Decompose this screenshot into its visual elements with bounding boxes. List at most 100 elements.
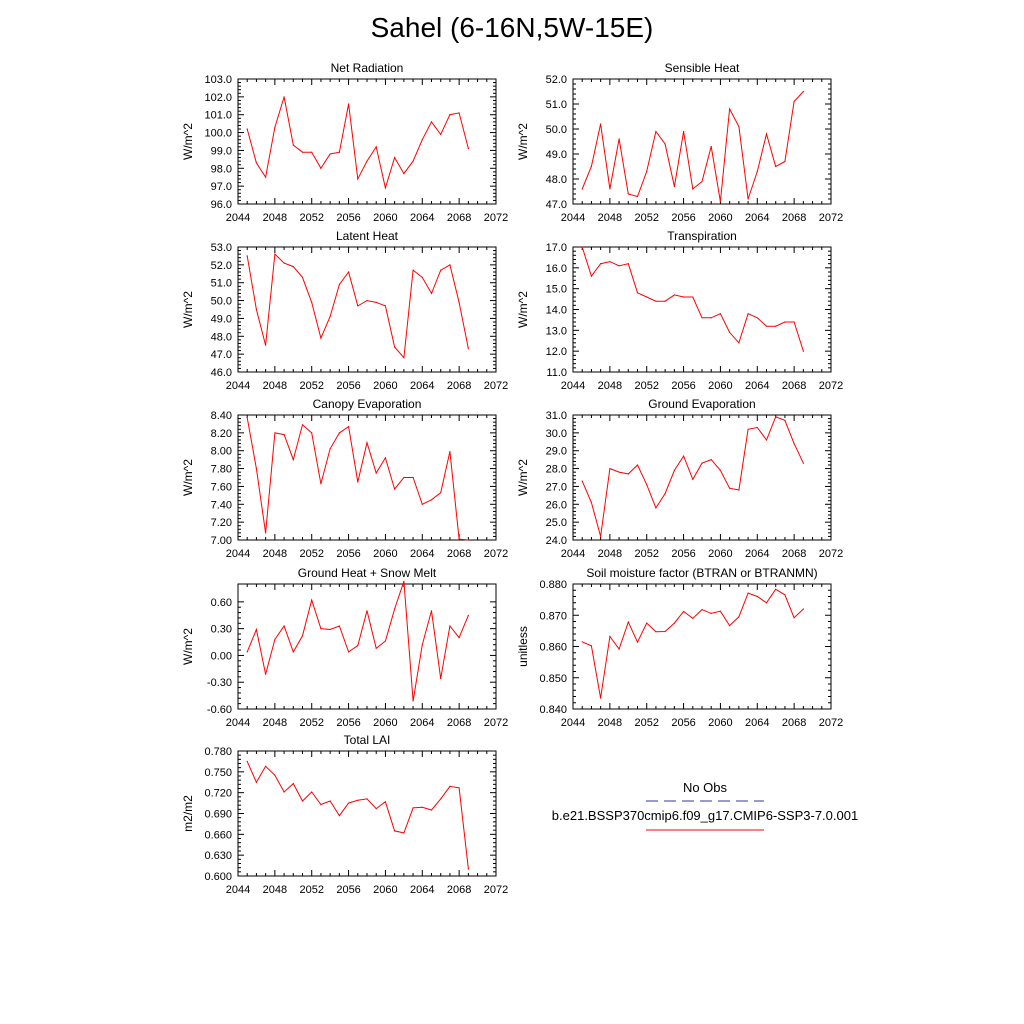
- y-tick-label: 51.0: [211, 278, 232, 290]
- data-point: [802, 350, 805, 352]
- y-axis-label: W/m^2: [181, 459, 195, 496]
- x-tick-label: 2064: [410, 717, 434, 729]
- panel-title: Ground Evaporation: [648, 397, 755, 411]
- data-point: [430, 809, 433, 811]
- x-tick-label: 2064: [745, 380, 769, 392]
- y-tick-label: 0.880: [539, 579, 567, 591]
- y-tick-label: 51.0: [546, 99, 567, 111]
- y-tick-label: 50.0: [546, 124, 567, 136]
- data-point: [701, 462, 703, 464]
- data-point: [609, 635, 611, 638]
- data-point: [394, 488, 396, 490]
- x-tick-label: 2068: [782, 212, 806, 224]
- data-point: [765, 133, 768, 135]
- x-tick-label: 2064: [745, 717, 769, 729]
- data-point: [311, 599, 313, 601]
- x-tick-label: 2068: [447, 548, 471, 560]
- y-tick-label: 7.20: [211, 517, 232, 529]
- series-line: [581, 588, 804, 699]
- data-point: [590, 275, 593, 277]
- data-point: [366, 160, 368, 162]
- data-point: [394, 830, 396, 832]
- y-tick-label: 7.80: [211, 464, 232, 476]
- data-point: [655, 300, 657, 302]
- data-point: [348, 271, 350, 273]
- data-point: [265, 673, 267, 675]
- y-tick-label: 31.0: [546, 410, 567, 422]
- y-tick-label: 53.0: [211, 242, 232, 254]
- data-point: [581, 188, 583, 190]
- x-tick-label: 2052: [299, 212, 323, 224]
- data-point: [403, 476, 405, 479]
- plot-frame: [572, 78, 832, 205]
- x-tick-label: 2048: [263, 884, 287, 896]
- panel-title: Canopy Evaporation: [313, 397, 422, 411]
- data-point: [348, 802, 350, 804]
- data-point: [664, 143, 666, 145]
- data-point: [320, 628, 322, 630]
- x-tick-label: 2072: [484, 212, 508, 224]
- data-point: [775, 416, 777, 418]
- data-point: [338, 283, 340, 286]
- data-point: [311, 301, 313, 303]
- y-tick-label: -0.30: [207, 677, 232, 689]
- x-tick-label: 2056: [336, 212, 360, 224]
- data-point: [375, 472, 377, 474]
- data-point: [440, 798, 442, 800]
- data-point: [246, 255, 248, 257]
- x-tick-label: 2056: [671, 212, 695, 224]
- data-point: [246, 417, 248, 419]
- data-point: [357, 481, 359, 483]
- data-point: [618, 648, 620, 650]
- data-point: [375, 647, 377, 649]
- data-point: [673, 469, 676, 471]
- data-point: [366, 798, 368, 800]
- data-point: [265, 344, 267, 346]
- x-tick-label: 2052: [299, 548, 323, 560]
- y-tick-label: 46.0: [211, 367, 232, 379]
- x-tick-label: 2064: [745, 548, 769, 560]
- x-tick-label: 2072: [819, 548, 843, 560]
- data-point: [664, 493, 666, 495]
- series-line: [581, 91, 804, 202]
- data-point: [793, 617, 795, 619]
- data-point: [581, 641, 583, 643]
- data-point: [412, 807, 414, 809]
- data-point: [274, 253, 276, 255]
- data-point: [756, 170, 758, 173]
- data-point: [729, 108, 731, 110]
- x-tick-label: 2072: [484, 884, 508, 896]
- y-tick-label: 16.0: [546, 263, 567, 275]
- x-tick-label: 2068: [447, 717, 471, 729]
- data-point: [366, 300, 368, 302]
- data-point: [255, 308, 257, 311]
- data-point: [609, 468, 611, 470]
- data-point: [421, 503, 423, 505]
- data-point: [729, 487, 731, 489]
- data-point: [412, 160, 414, 162]
- data-point: [394, 157, 396, 159]
- data-point: [467, 348, 469, 350]
- x-tick-label: 2056: [671, 380, 695, 392]
- x-tick-label: 2072: [484, 380, 508, 392]
- legend: No Obs b.e21.BSSP370cmip6.f09_g17.CMIP6-…: [552, 780, 858, 831]
- data-point: [636, 641, 639, 643]
- x-tick-label: 2052: [299, 380, 323, 392]
- data-point: [590, 165, 593, 168]
- data-point: [664, 630, 666, 633]
- series-line: [246, 761, 469, 870]
- data-point: [655, 507, 657, 509]
- data-point: [646, 484, 648, 486]
- y-tick-label: 7.40: [211, 499, 232, 511]
- y-tick-label: 12.0: [546, 346, 567, 358]
- data-point: [701, 609, 703, 611]
- x-tick-label: 2056: [336, 717, 360, 729]
- plot-frame: [572, 246, 832, 373]
- data-point: [320, 803, 322, 806]
- data-point: [292, 144, 294, 146]
- data-point: [403, 357, 405, 359]
- y-tick-label: 98.0: [211, 163, 232, 175]
- data-point: [609, 261, 611, 263]
- x-tick-label: 2048: [263, 212, 287, 224]
